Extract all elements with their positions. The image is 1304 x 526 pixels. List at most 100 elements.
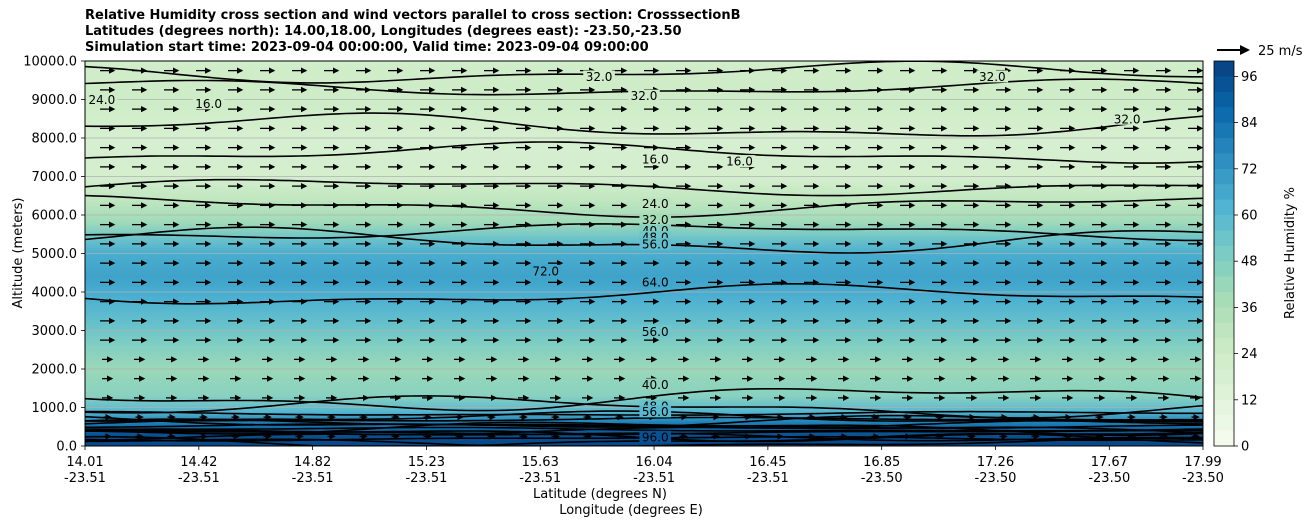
colorbar-bands [1214, 61, 1234, 446]
chart-title-line-2: Latitudes (degrees north): 14.00,18.00, … [85, 24, 682, 39]
x-tick-latitude: 15.63 [522, 455, 559, 470]
contour-label-background [639, 237, 672, 250]
colorbar-band [1214, 61, 1234, 77]
x-tick-longitude: -23.50 [1088, 471, 1130, 486]
contour-label: 32.0 [979, 70, 1006, 84]
x-axis-label-longitude: Longitude (degrees E) [559, 503, 703, 518]
y-tick-label: 5000.0 [32, 247, 78, 262]
x-tick-longitude: -23.51 [178, 471, 220, 486]
contour-label: 16.0 [642, 153, 669, 167]
contour-label-background [639, 325, 672, 338]
wind-reference-key: 25 m/s [1217, 44, 1303, 59]
x-tick-latitude: 16.04 [635, 455, 672, 470]
colorbar-band [1214, 292, 1234, 308]
colorbar-tick-label: 12 [1241, 393, 1258, 408]
colorbar-tick-label: 96 [1241, 70, 1258, 85]
x-tick-latitude: 14.82 [294, 455, 331, 470]
colorbar-band [1214, 230, 1234, 246]
contour-label-background [639, 213, 672, 226]
x-tick-longitude: -23.50 [1182, 471, 1224, 486]
colorbar-band [1214, 199, 1234, 215]
contour-label: 56.0 [642, 405, 669, 419]
contour-label-background [723, 155, 756, 168]
contour-label-background [639, 153, 672, 166]
y-tick-label: 7000.0 [32, 170, 78, 185]
contour-line [85, 414, 1203, 428]
contour-line [85, 416, 1203, 422]
x-tick-latitude: 17.26 [977, 455, 1014, 470]
y-tick-label: 3000.0 [32, 324, 78, 339]
colorbar-band [1214, 168, 1234, 185]
colorbar-band [1214, 369, 1234, 385]
colorbar-band [1214, 122, 1234, 138]
contour-label-background [86, 93, 118, 106]
x-tick-latitude: 16.85 [863, 455, 900, 470]
contour-label: 16.0 [726, 155, 753, 169]
contour-label-background [639, 430, 672, 443]
contour-line [85, 112, 1203, 137]
contour-label-background [583, 70, 615, 83]
y-axis-label: Altitude (meters) [11, 198, 26, 309]
x-tick-longitude: -23.51 [519, 471, 561, 486]
x-tick-longitude: -23.50 [861, 471, 903, 486]
colorbar-tick-label: 72 [1241, 162, 1258, 177]
contour-label: 56.0 [642, 325, 669, 339]
colorbar-tick-label: 36 [1241, 301, 1258, 316]
colorbar-tick-label: 60 [1241, 209, 1258, 224]
x-tick-longitude: -23.51 [405, 471, 447, 486]
colorbar-band [1214, 399, 1234, 416]
x-tick-longitude: -23.51 [633, 471, 675, 486]
chart-title-line-3: Simulation start time: 2023-09-04 00:00:… [85, 40, 649, 55]
colorbar-band [1214, 353, 1234, 369]
colorbar-label: Relative Humidity % [1283, 187, 1298, 319]
contour-label-background [628, 89, 660, 102]
contour-labels: 16.024.032.040.048.056.064.056.040.048.0… [86, 70, 1143, 444]
x-axis: 14.01-23.5114.42-23.5114.82-23.5115.23-2… [64, 446, 1224, 486]
contour-line [85, 61, 1203, 84]
colorbar-band [1214, 307, 1234, 323]
contour-label-background [639, 197, 672, 210]
contour-label-background [639, 378, 672, 391]
x-tick-longitude: -23.50 [975, 471, 1017, 486]
colorbar-ticks: 0 12 24 36 48 60 72 84 96 [1234, 70, 1258, 455]
contour-label: 72.0 [532, 264, 559, 278]
contour-label-background [639, 275, 672, 288]
x-tick-latitude: 17.99 [1184, 455, 1221, 470]
y-tick-label: 0.0 [56, 440, 77, 455]
contour-label-background [976, 70, 1009, 83]
colorbar-band [1214, 91, 1234, 108]
contour-label: 96.0 [642, 430, 669, 444]
x-tick-latitude: 17.67 [1091, 455, 1128, 470]
chart-title-line-1: Relative Humidity cross section and wind… [85, 8, 741, 23]
colorbar-band [1214, 384, 1234, 400]
colorbar-tick-label: 84 [1241, 116, 1258, 131]
x-tick-longitude: -23.51 [292, 471, 334, 486]
colorbar-band [1214, 245, 1234, 262]
y-tick-label: 2000.0 [32, 363, 78, 378]
colorbar-tick-label: 0 [1241, 440, 1249, 455]
contour-label: 40.0 [642, 378, 669, 392]
contour-label: 32.0 [631, 89, 658, 103]
x-tick-latitude: 15.23 [408, 455, 445, 470]
x-tick-longitude: -23.51 [64, 471, 106, 486]
contour-label-background [1111, 112, 1143, 125]
y-axis: 0.0 1000.0 2000.0 3000.0 4000.0 5000.0 6000.0 7… [23, 55, 85, 455]
colorbar-band [1214, 415, 1234, 431]
colorbar: 0 12 24 36 48 60 72 84 96 Relative Humidity % [1213, 60, 1298, 455]
contour-label: 32.0 [586, 70, 613, 84]
y-tick-label: 1000.0 [32, 401, 78, 416]
x-tick-latitude: 14.42 [180, 455, 217, 470]
y-tick-label: 6000.0 [32, 209, 78, 224]
colorbar-band [1214, 430, 1234, 446]
x-tick-latitude: 16.45 [749, 455, 786, 470]
x-axis-label-latitude: Latitude (degrees N) [533, 487, 667, 502]
colorbar-band [1214, 261, 1234, 277]
colorbar-tick-label: 24 [1241, 347, 1258, 362]
colorbar-band [1214, 215, 1234, 231]
contour-label: 56.0 [642, 237, 669, 251]
colorbar-band [1214, 338, 1234, 354]
colorbar-band [1214, 138, 1234, 154]
contour-label: 24.0 [88, 93, 115, 107]
x-tick-longitude: -23.51 [747, 471, 789, 486]
